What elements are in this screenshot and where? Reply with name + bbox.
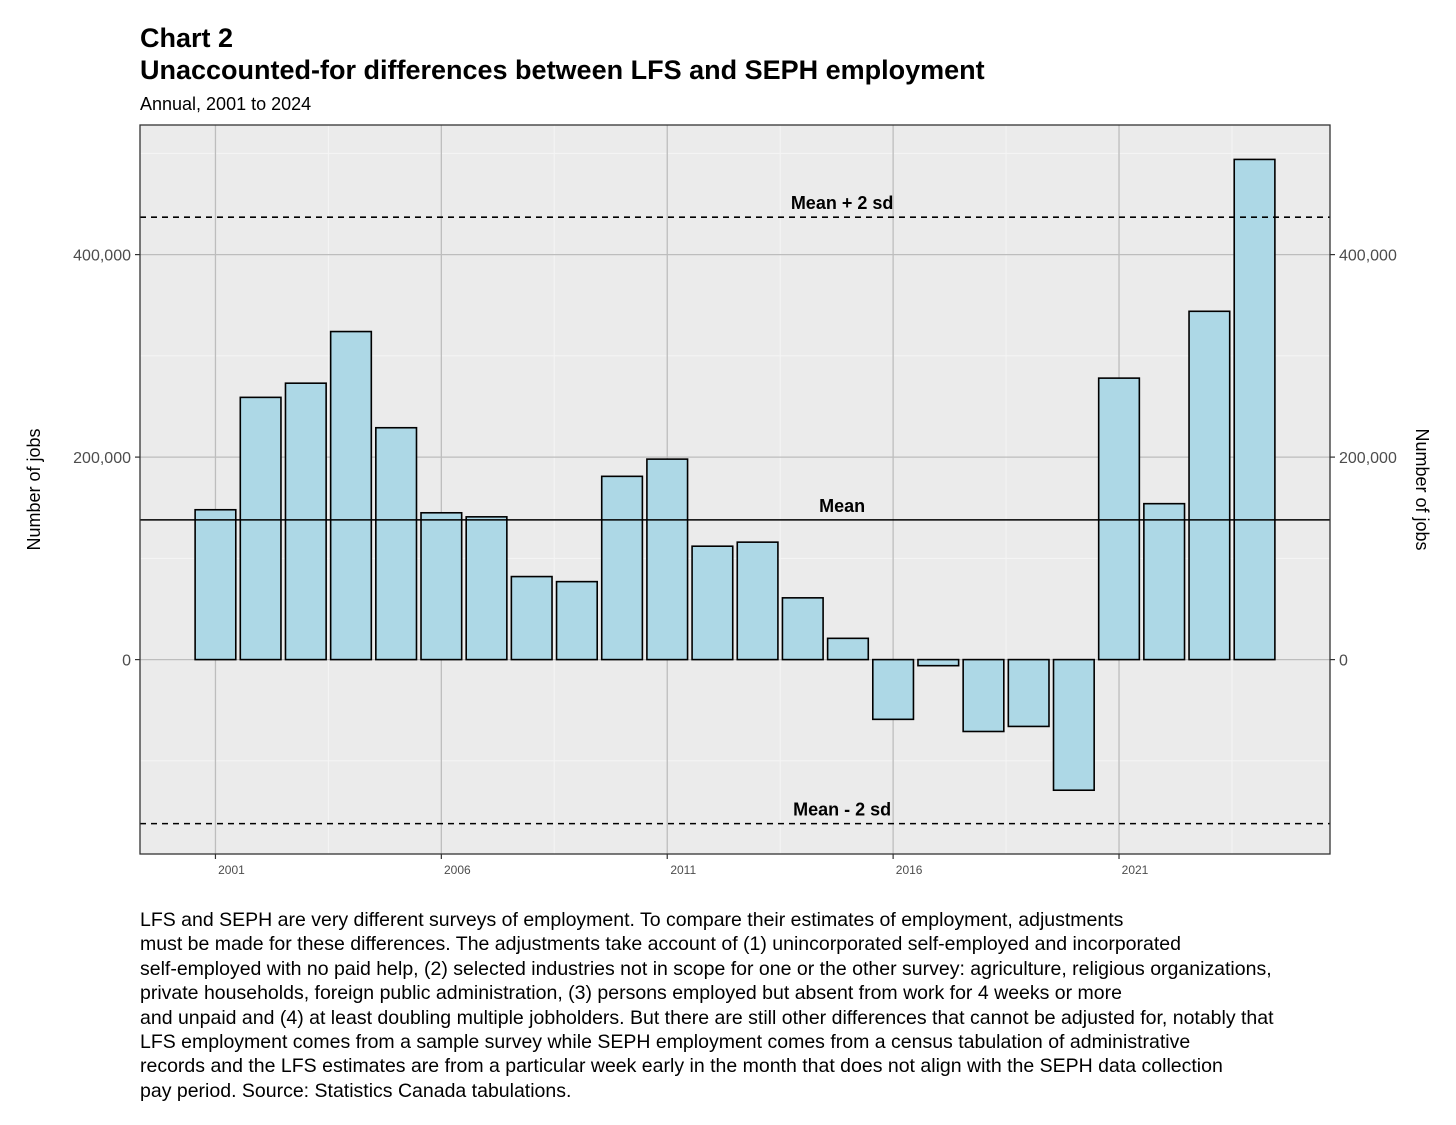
bar [736,541,779,661]
chart-number: Chart 2 [140,23,234,53]
chart-title: Unaccounted-for differences between LFS … [140,55,985,85]
bars [194,158,1276,792]
bar [1143,502,1186,661]
bar [1007,658,1050,728]
x-tick-label: 2016 [896,863,923,877]
footnote-line: self-employed with no paid help, (2) sel… [140,957,1272,980]
bar [420,511,463,661]
footnote-line: and unpaid and (4) at least doubling mul… [140,1006,1274,1029]
y-axis-left: 0 200,000 400,000 [73,248,140,670]
footnote-line: LFS employment comes from a sample surve… [140,1031,1191,1054]
bar [510,575,553,661]
reference-line-label: Mean [819,496,865,516]
y-axis-title-left: Number of jobs [24,428,44,550]
bar [1233,158,1276,661]
y-tick-label: 400,000 [73,248,131,265]
y-tick-label: 0 [1339,653,1348,670]
footnote-line: must be made for these differences. The … [140,933,1181,956]
bar [375,426,418,661]
bar [555,580,599,661]
x-tick-label: 2006 [444,863,471,877]
footnote: LFS and SEPH are very different surveys … [140,908,1440,1103]
y-tick-label: 0 [122,653,131,670]
bar [646,458,689,661]
y-tick-label: 400,000 [1339,248,1397,265]
bar [1097,377,1141,661]
bar [329,330,373,661]
bar [691,545,734,661]
footnote-line: pay period. Source: Statistics Canada ta… [140,1079,572,1102]
footnote-line: LFS and SEPH are very different surveys … [140,909,1124,931]
x-axis: 2001 2006 2011 2016 2021 [214,854,1149,877]
reference-line-label: Mean + 2 sd [791,193,894,213]
footnote-line: private households, foreign public admin… [140,982,1122,1005]
bar [600,475,644,661]
y-axis-title-right: Number of jobs [1412,428,1432,550]
x-tick-label: 2021 [1122,863,1149,877]
bar [465,516,508,661]
y-tick-label: 200,000 [73,450,131,467]
bar [962,658,1005,733]
reference-line-label: Mean - 2 sd [793,800,891,820]
x-tick-label: 2001 [218,863,245,877]
plot-border [139,124,1331,855]
bar [871,658,915,721]
bar [194,508,237,661]
bar [284,382,327,661]
x-tick-label: 2011 [670,863,696,877]
footnote-line: records and the LFS estimates are from a… [140,1055,1223,1078]
y-axis-right: 0 200,000 400,000 [1330,248,1397,670]
bar [781,597,824,661]
bar [1188,310,1231,661]
y-tick-label: 200,000 [1339,450,1397,467]
bar [239,396,282,661]
chart-subtitle: Annual, 2001 to 2024 [140,94,312,114]
bar [826,637,870,661]
bar [1052,658,1095,792]
bar [917,658,960,667]
bar-chart: Mean + 2 sd Mean Mean - 2 sd 0 200,000 400,0… [24,124,1432,877]
reference-lines: Mean + 2 sd Mean Mean - 2 sd [140,193,1330,825]
